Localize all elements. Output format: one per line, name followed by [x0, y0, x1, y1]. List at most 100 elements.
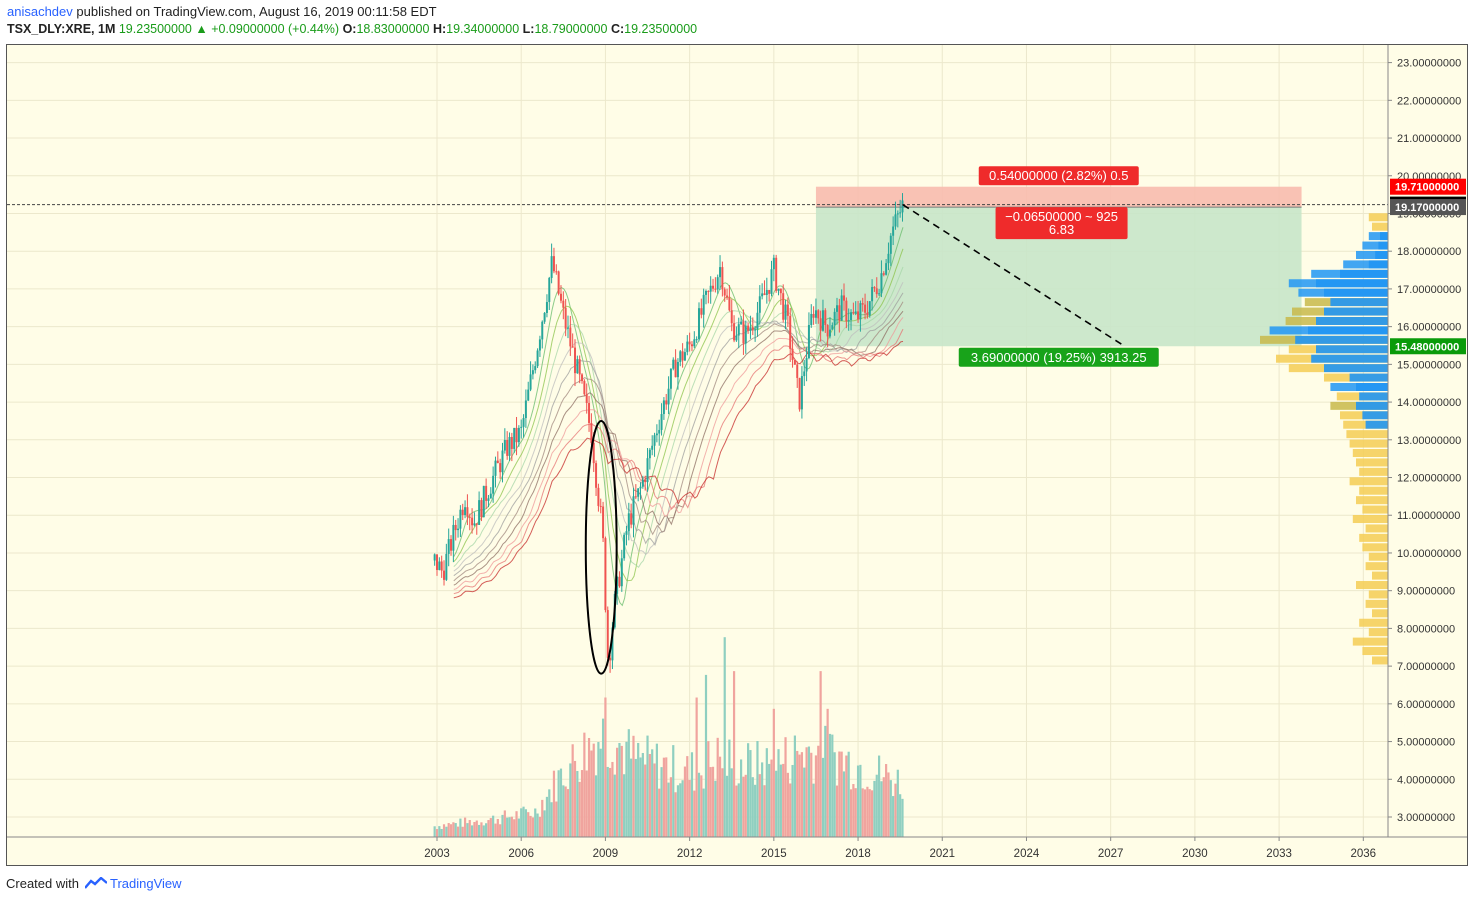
- volume-bar: [880, 781, 883, 837]
- candle-body: [457, 528, 460, 531]
- candle-body: [847, 320, 850, 322]
- volume-bar: [861, 788, 864, 837]
- volume-bar: [704, 674, 708, 837]
- volume-bar: [445, 826, 448, 837]
- candle-body: [578, 359, 581, 375]
- candle-body: [868, 301, 871, 316]
- volume-bar: [758, 774, 761, 837]
- price-tick-label: 23.00000000: [1397, 58, 1461, 70]
- volume-bar: [466, 823, 469, 837]
- volume-bar: [873, 780, 876, 837]
- candle-body: [599, 505, 602, 507]
- volume-bar: [803, 767, 806, 837]
- volume-bar: [494, 823, 497, 837]
- candle-body: [838, 305, 841, 321]
- volume-bar: [681, 780, 684, 837]
- candle-body: [513, 427, 516, 449]
- volume-bar: [679, 783, 682, 837]
- profile-row: [1359, 467, 1388, 476]
- volume-bar: [782, 763, 785, 837]
- candle-body: [826, 325, 829, 337]
- candle-body: [852, 312, 855, 314]
- volume-bar: [559, 768, 563, 837]
- volume-bar: [564, 786, 567, 837]
- candle-body: [730, 310, 733, 324]
- candle-body: [674, 359, 677, 378]
- volume-bar: [784, 737, 787, 837]
- volume-bar: [842, 771, 846, 837]
- volume-bar: [569, 763, 572, 837]
- candle-body: [850, 312, 853, 321]
- symbol-bar: TSX_DLY:XRE, 1M 19.23500000 ▲ +0.0900000…: [7, 22, 697, 36]
- candle-body: [723, 289, 726, 296]
- profile-row: [1352, 637, 1388, 646]
- profile-row: [1368, 552, 1388, 561]
- tradingview-brand-link[interactable]: TradingView: [110, 876, 182, 891]
- candles: [433, 193, 904, 673]
- volume-bar: [461, 826, 464, 837]
- profile-row: [1352, 449, 1388, 458]
- volume-bar: [587, 737, 591, 837]
- author-link[interactable]: anisachdev: [7, 4, 73, 19]
- high-value: 19.34000000: [446, 22, 520, 36]
- price-change: +0.09000000 (+0.44%): [211, 22, 340, 36]
- volume-bar: [772, 708, 775, 837]
- profile-row: [1368, 232, 1388, 241]
- candle-body: [824, 310, 827, 326]
- profile-row-up: [1316, 345, 1388, 354]
- candle-body: [655, 433, 658, 436]
- candle-body: [786, 304, 789, 316]
- candle-body: [485, 485, 488, 501]
- candle-body: [541, 321, 544, 340]
- profile-row-up: [1359, 392, 1388, 401]
- volume-bar: [786, 772, 789, 837]
- volume-bar: [616, 747, 619, 837]
- symbol-name[interactable]: TSX_DLY:XRE, 1M: [7, 22, 116, 36]
- candle-body: [616, 576, 619, 594]
- volume-bar: [440, 828, 443, 837]
- volume-bar: [690, 752, 694, 837]
- candle-body: [590, 422, 593, 443]
- candle-body: [611, 627, 614, 661]
- candle-body: [562, 300, 565, 308]
- candle-body: [669, 368, 672, 389]
- profile-row: [1359, 533, 1388, 542]
- price-chart[interactable]: 0.54000000 (2.82%) 0.5−0.06500000 ~ 9256…: [7, 45, 1467, 865]
- volume-bar: [765, 748, 768, 837]
- time-tick-label: 2021: [929, 848, 955, 860]
- candle-body: [566, 327, 569, 329]
- price-label: 15.48000000: [1390, 338, 1466, 355]
- candle-body: [667, 388, 670, 405]
- profile-row-up: [1368, 260, 1388, 269]
- price-tick-label: 4.00000000: [1397, 774, 1455, 786]
- candle-body: [468, 516, 471, 518]
- volume-bar: [718, 756, 722, 837]
- volume-bar: [723, 637, 726, 837]
- volume-bar: [555, 801, 558, 837]
- volume-bar: [800, 752, 804, 837]
- price-label-bg: [1390, 338, 1466, 355]
- volume-bar: [875, 774, 878, 837]
- volume-bar: [676, 785, 680, 837]
- candle-body: [623, 534, 626, 559]
- candle-body: [639, 486, 642, 489]
- volume-bar: [562, 785, 565, 837]
- candle-body: [510, 436, 513, 449]
- volume-bar: [866, 786, 869, 837]
- volume-bar: [499, 824, 502, 837]
- candle-body: [440, 561, 443, 571]
- volume-bar: [515, 811, 518, 837]
- profile-row-up: [1311, 354, 1388, 363]
- volume-bar: [599, 748, 602, 837]
- candle-body: [758, 296, 761, 313]
- candle-body: [520, 426, 523, 428]
- volume-bar: [789, 783, 792, 837]
- volume-bar: [608, 767, 612, 837]
- candle-body: [595, 463, 598, 488]
- volume-bar: [749, 750, 752, 837]
- volume-bar: [688, 779, 691, 837]
- volume-bar: [747, 743, 750, 837]
- profile-row-up: [1349, 373, 1388, 382]
- volume-bar: [620, 745, 623, 837]
- profile-row: [1368, 590, 1388, 599]
